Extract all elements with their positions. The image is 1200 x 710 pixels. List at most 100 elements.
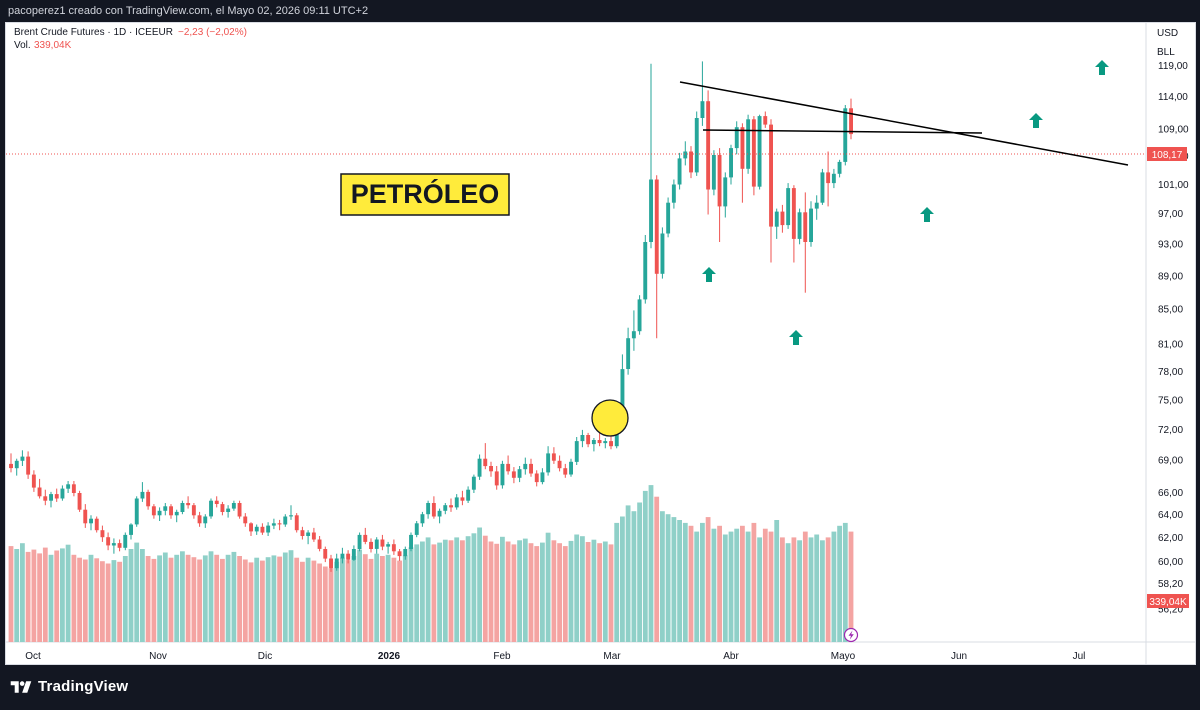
candle-body <box>294 515 299 531</box>
volume-bar <box>471 533 477 642</box>
candle-body <box>809 208 813 242</box>
volume-bar <box>711 528 717 642</box>
candle-body <box>786 188 791 226</box>
volume-bar <box>294 557 300 642</box>
candle-body <box>151 506 156 516</box>
volume-bar <box>545 532 551 642</box>
volume-bar <box>242 559 248 642</box>
volume-bar <box>351 556 357 642</box>
time-tick-label: Feb <box>493 651 511 662</box>
volume-bar <box>94 558 100 642</box>
candle-body <box>689 151 693 173</box>
volume-bar <box>368 558 374 642</box>
price-tick-label: 58,20 <box>1158 579 1183 590</box>
time-tick-label: Abr <box>723 651 739 662</box>
candle-body <box>506 463 511 472</box>
volume-bar <box>808 537 814 642</box>
candle-body <box>729 148 733 178</box>
legend-change: −2,23 (−2,02%) <box>178 27 247 38</box>
candle-body <box>791 188 796 239</box>
publish-line: pacoperez1 creado con TradingView.com, e… <box>8 5 369 17</box>
candle-body <box>454 497 459 508</box>
up-arrow-icon <box>789 330 803 345</box>
volume-bar <box>157 555 162 642</box>
candle-body <box>60 488 65 499</box>
candle-body <box>626 338 631 369</box>
candle-body <box>317 539 322 549</box>
volume-bar <box>700 522 705 642</box>
candle-body <box>563 468 568 475</box>
volume-bar <box>260 560 265 642</box>
up-arrow-icon <box>1029 113 1043 128</box>
candle-body <box>146 491 151 507</box>
volume-bar <box>494 543 500 642</box>
price-tick-label: 72,00 <box>1158 425 1183 436</box>
lightning-icon[interactable] <box>843 627 859 643</box>
last-volume-badge: 339,04K <box>1147 594 1189 608</box>
volume-bar <box>140 549 145 642</box>
candlestick-chart[interactable]: Brent Crude Futures · 1D · ICEEUR −2,23 … <box>6 23 1195 664</box>
volume-bar <box>357 549 362 642</box>
volume-bar <box>780 537 785 642</box>
candle-body <box>529 463 533 474</box>
chart-frame[interactable]: Brent Crude Futures · 1D · ICEEUR −2,23 … <box>5 22 1196 665</box>
volume-bar <box>562 546 568 642</box>
volume-bar <box>37 553 42 642</box>
volume-bar <box>271 555 277 642</box>
candle-body <box>243 516 248 524</box>
volume-bar <box>477 527 482 642</box>
candle-body <box>803 212 808 242</box>
tradingview-brand: TradingView <box>38 678 129 695</box>
candle-body <box>249 523 253 532</box>
candle-body <box>186 503 191 506</box>
candle-body <box>37 487 42 497</box>
candle-body <box>489 466 493 472</box>
volume-bar <box>277 556 282 642</box>
volume-bar <box>237 556 242 642</box>
candle-body <box>671 184 676 203</box>
candle-body <box>220 504 225 512</box>
candle-body <box>397 551 402 557</box>
volume-bar <box>117 561 122 642</box>
candle-body <box>843 108 848 162</box>
volume-bar <box>785 543 791 642</box>
volume-bar <box>597 543 602 642</box>
candle-body <box>346 553 351 560</box>
volume-bar <box>557 543 562 642</box>
volume-bar <box>654 496 660 642</box>
candle-body <box>603 441 608 444</box>
volume-bar <box>65 544 71 642</box>
candle-body <box>306 532 311 536</box>
volume-bar <box>397 560 402 642</box>
volume-bar <box>648 485 654 642</box>
price-tick-label: 119,00 <box>1158 61 1188 72</box>
candle-body <box>631 331 636 339</box>
up-arrow-icon <box>702 267 716 282</box>
volume-bar <box>88 554 94 642</box>
candle-body <box>260 526 265 533</box>
candle-body <box>569 461 573 475</box>
candle-body <box>157 510 162 516</box>
candle-body <box>523 463 528 470</box>
volume-bar <box>677 520 682 642</box>
up-arrow-icon <box>920 207 934 222</box>
volume-bar <box>448 540 454 642</box>
candle-body <box>746 119 751 169</box>
tradingview-logo-icon <box>10 680 32 693</box>
descending-trendline <box>679 81 1129 166</box>
candle-body <box>386 544 391 547</box>
price-tick-label: 69,00 <box>1158 456 1183 467</box>
volume-bar <box>311 560 317 642</box>
volume-bar <box>465 536 471 642</box>
volume-bar <box>151 558 157 642</box>
candle-body <box>14 460 19 469</box>
price-tick-label: 93,00 <box>1158 240 1183 251</box>
legend-vol-value: 339,04K <box>34 40 72 51</box>
volume-bar <box>214 554 220 642</box>
time-tick-label: Oct <box>25 651 41 662</box>
candle-body <box>31 474 36 488</box>
candle-body <box>643 242 648 300</box>
last-volume-badge-text: 339,04K <box>1149 597 1187 608</box>
candle-body <box>580 435 585 442</box>
tradingview-logo[interactable]: TradingView <box>10 678 128 695</box>
